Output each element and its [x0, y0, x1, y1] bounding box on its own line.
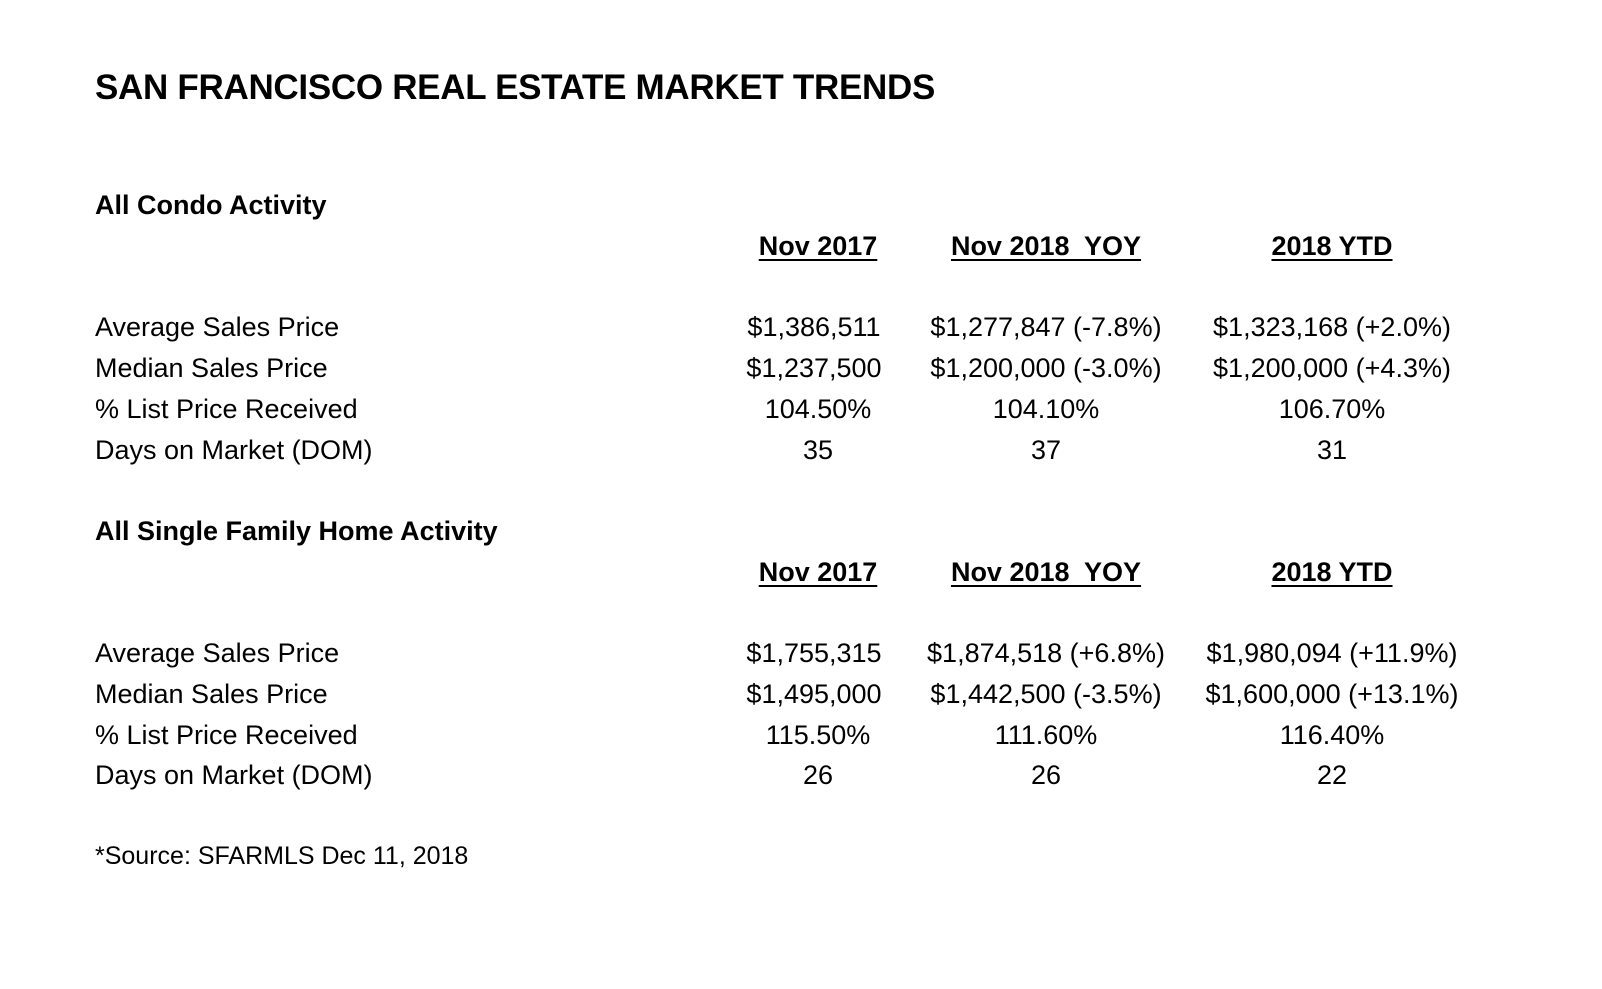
table-cell: 106.70%: [1278, 394, 1386, 424]
row-label-days-on-market: Days on Market (DOM): [95, 435, 373, 465]
source-note: *Source: SFARMLS Dec 11, 2018: [95, 842, 469, 870]
table-cell: 37: [1030, 435, 1062, 465]
table-cell: 22: [1316, 760, 1348, 790]
table-cell: $1,980,094 (+11.9%): [1206, 638, 1458, 668]
table-cell: 26: [802, 760, 834, 790]
row-label-list-price-received: % List Price Received: [95, 720, 358, 750]
column-header-2018-ytd: 2018 YTD: [1271, 231, 1393, 261]
table-cell: $1,874,518 (+6.8%): [927, 638, 1165, 668]
table-cell: $1,323,168 (+2.0%): [1213, 312, 1451, 342]
column-header-nov-2018-yoy: Nov 2018 YOY: [950, 231, 1142, 261]
table-cell: $1,277,847 (-7.8%): [930, 312, 1162, 342]
page-title: SAN FRANCISCO REAL ESTATE MARKET TRENDS: [95, 68, 935, 107]
column-header-nov-2018-yoy: Nov 2018 YOY: [950, 557, 1142, 587]
column-header-nov-2017: Nov 2017: [758, 557, 878, 587]
row-label-average-sales-price: Average Sales Price: [95, 312, 340, 342]
row-label-list-price-received: % List Price Received: [95, 394, 358, 424]
table-cell: 116.40%: [1279, 720, 1385, 750]
section-title-condo: All Condo Activity: [95, 190, 327, 220]
row-label-median-sales-price: Median Sales Price: [95, 353, 328, 383]
table-cell: $1,600,000 (+13.1%): [1205, 679, 1459, 709]
row-label-average-sales-price: Average Sales Price: [95, 638, 340, 668]
table-cell: $1,237,500: [746, 353, 882, 383]
table-cell: $1,386,511: [747, 312, 881, 342]
row-label-days-on-market: Days on Market (DOM): [95, 760, 373, 790]
row-label-median-sales-price: Median Sales Price: [95, 679, 328, 709]
table-cell: 104.50%: [764, 394, 872, 424]
table-cell: 115.50%: [765, 720, 871, 750]
table-cell: 35: [802, 435, 834, 465]
section-title-single-family: All Single Family Home Activity: [95, 516, 498, 546]
table-cell: $1,755,315: [746, 638, 882, 668]
column-header-2018-ytd: 2018 YTD: [1271, 557, 1393, 587]
column-header-nov-2017: Nov 2017: [758, 231, 878, 261]
table-cell: $1,442,500 (-3.5%): [930, 679, 1162, 709]
table-cell: $1,200,000 (+4.3%): [1213, 353, 1451, 383]
table-cell: 104.10%: [992, 394, 1100, 424]
table-cell: 31: [1316, 435, 1348, 465]
table-cell: 111.60%: [994, 720, 1098, 750]
table-cell: $1,200,000 (-3.0%): [930, 353, 1162, 383]
table-cell: 26: [1030, 760, 1062, 790]
table-cell: $1,495,000: [746, 679, 882, 709]
